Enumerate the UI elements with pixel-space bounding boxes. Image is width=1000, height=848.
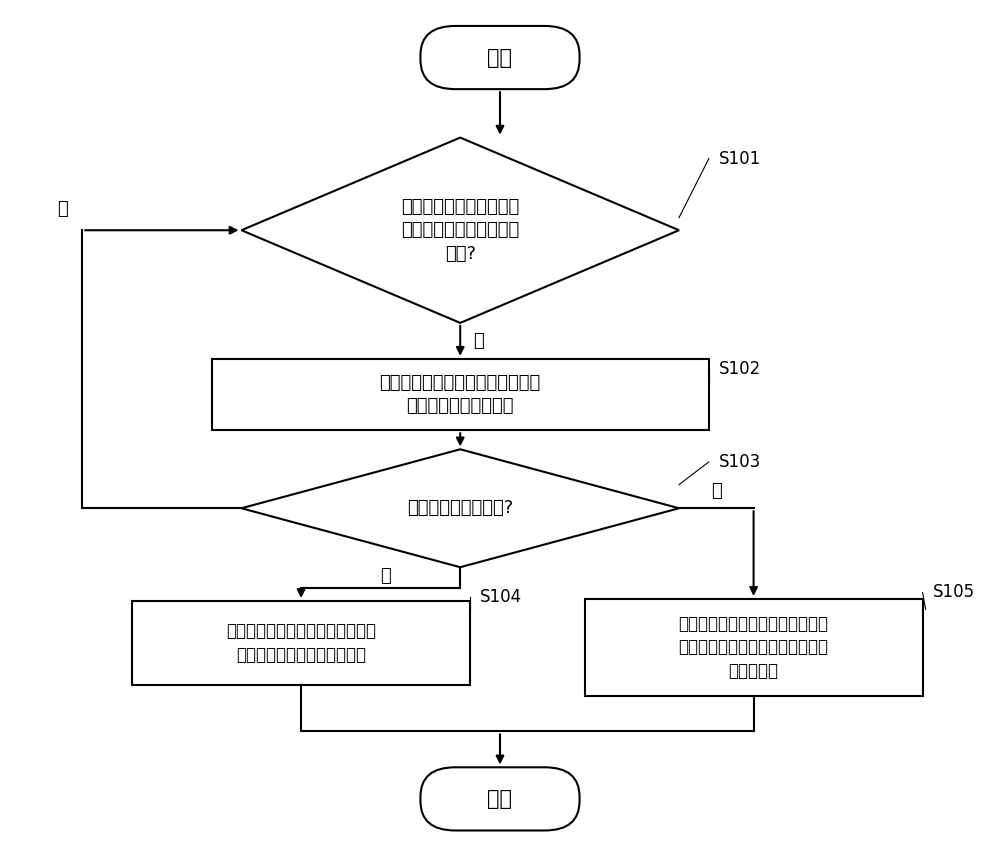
Text: S101: S101 <box>719 149 761 168</box>
Text: S103: S103 <box>719 453 761 471</box>
Text: 开始: 开始 <box>488 47 512 68</box>
Text: 是: 是 <box>473 332 483 350</box>
Text: 接收到网络侧在第一制式
下发送的跨制式切换指示
消息?: 接收到网络侧在第一制式 下发送的跨制式切换指示 消息? <box>401 198 519 263</box>
Text: 结束: 结束 <box>488 789 512 809</box>
Text: S105: S105 <box>933 583 975 601</box>
Text: S104: S104 <box>480 588 522 605</box>
Text: 根据所述运动状态指示信息，执行
对应运动状态下连接态的操作: 根据所述运动状态指示信息，执行 对应运动状态下连接态的操作 <box>226 622 376 664</box>
Text: 是: 是 <box>380 566 391 584</box>
Text: 从所述跨制式切换指示消息中获取
所述运动状态指示信息: 从所述跨制式切换指示消息中获取 所述运动状态指示信息 <box>380 374 541 416</box>
Text: S102: S102 <box>719 360 761 378</box>
Text: 根据所述运动状态指示信息，执行
对应运动状态下连接态的操作或空
闲态的操作: 根据所述运动状态指示信息，执行 对应运动状态下连接态的操作或空 闲态的操作 <box>679 615 829 680</box>
Text: 成功切换至第二制式?: 成功切换至第二制式? <box>407 499 513 517</box>
Text: 否: 否 <box>57 200 68 218</box>
Text: 否: 否 <box>711 483 722 500</box>
